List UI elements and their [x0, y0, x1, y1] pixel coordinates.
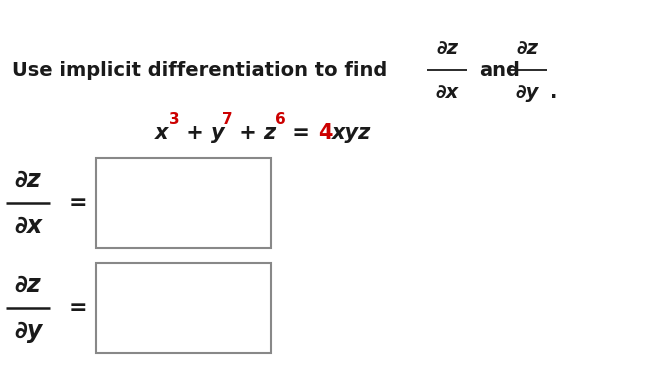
- Bar: [96, 263, 271, 353]
- Text: xyz: xyz: [332, 123, 371, 143]
- Text: =: =: [69, 298, 88, 318]
- Text: ∂x: ∂x: [14, 214, 42, 238]
- Text: ∂z: ∂z: [15, 273, 41, 297]
- Text: 3: 3: [169, 111, 180, 126]
- Text: 7: 7: [222, 111, 232, 126]
- Text: ∂z: ∂z: [15, 168, 41, 192]
- Text: 6: 6: [275, 111, 286, 126]
- Text: ∂z: ∂z: [436, 38, 458, 57]
- Text: + y: + y: [179, 123, 224, 143]
- Text: Use implicit differentiation to find: Use implicit differentiation to find: [12, 61, 387, 80]
- Text: ∂z: ∂z: [516, 38, 538, 57]
- Text: x: x: [155, 123, 168, 143]
- Text: and: and: [479, 61, 520, 80]
- Text: + z: + z: [232, 123, 276, 143]
- Text: ∂y: ∂y: [14, 319, 42, 343]
- Text: ∂x: ∂x: [436, 83, 459, 102]
- Text: =: =: [285, 123, 317, 143]
- Text: =: =: [69, 193, 88, 213]
- Bar: [96, 158, 271, 248]
- Text: ∂y: ∂y: [515, 83, 538, 102]
- Text: 4: 4: [318, 123, 333, 143]
- Text: .: .: [550, 83, 557, 102]
